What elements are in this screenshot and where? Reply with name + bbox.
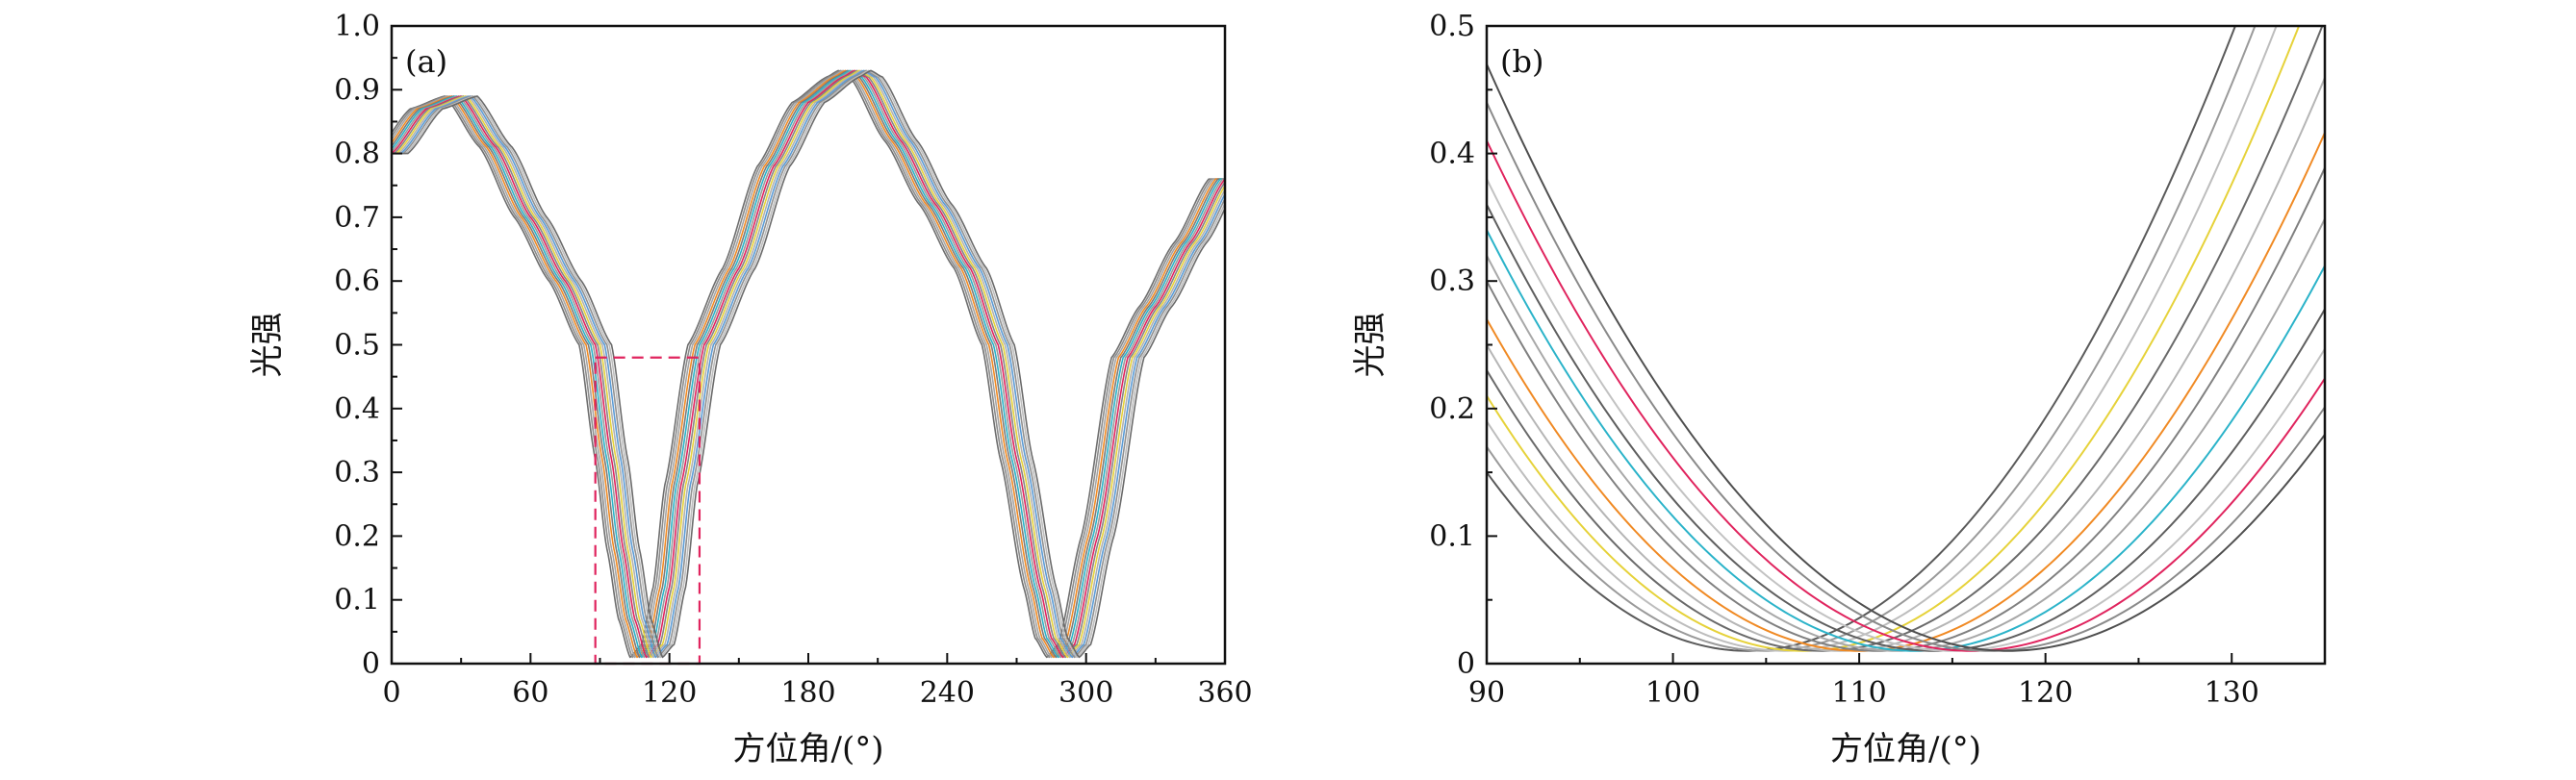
panel-a-x-tick-label: 60 — [512, 676, 548, 710]
panel-b-series-line — [1487, 63, 2325, 652]
panel-b-series-line — [1487, 102, 2325, 652]
panel-b-series-line — [1487, 178, 2325, 652]
chart-panel-b: 90 100 110 120 130 0 0.1 0.2 0.3 0.4 0.5 (b) 方位角/… — [1351, 10, 2327, 768]
panel-a-x-tick-label: 180 — [780, 676, 835, 710]
panel-b-series-line — [1487, 26, 2324, 652]
panel-a-x-tick-label: 240 — [920, 676, 975, 710]
panel-b-x-tick-label: 120 — [2018, 676, 2073, 710]
panel-a-y-axis: 0 0.1 0.2 0.3 0.4 0.5 0.6 0.7 0.8 0.9 1.0 — [334, 10, 402, 681]
panel-a-series-line — [391, 69, 1225, 659]
panel-a-series-line — [392, 69, 1226, 659]
panel-a-series-line — [391, 69, 1225, 659]
panel-a-y-tick-label: 0.1 — [334, 584, 380, 617]
panel-b-plot-frame — [1485, 24, 2327, 666]
panel-b-x-tick-label: 90 — [1468, 676, 1505, 710]
panel-a-x-tick-label: 360 — [1197, 676, 1252, 710]
panel-a-series-line — [391, 69, 1226, 659]
panel-b-series-line — [1487, 77, 2325, 652]
panel-a-y-tick-label: 0.8 — [334, 138, 380, 171]
panel-b-x-axis: 90 100 110 120 130 — [1468, 653, 2259, 710]
panel-b-x-tick-label: 100 — [1645, 676, 1700, 710]
panel-b-series-line — [1487, 26, 2236, 652]
panel-a-y-tick-label: 0.9 — [334, 73, 380, 107]
panel-a-y-tick-label: 0.4 — [334, 392, 380, 426]
panel-a-y-tick-label: 1.0 — [334, 10, 380, 43]
panel-a-x-tick-label: 120 — [642, 676, 697, 710]
panel-a-series-group — [391, 69, 1226, 659]
panel-a-x-axis: 0 60 120 180 240 300 360 — [382, 653, 1253, 710]
panel-a-y-tick-label: 0.7 — [334, 201, 380, 235]
panel-a-series-line — [391, 69, 1225, 659]
panel-b-series-line — [1487, 26, 2257, 652]
panel-a-series-line — [392, 69, 1226, 659]
panel-b-series-line — [1487, 26, 2278, 652]
panel-a-x-tick-label: 300 — [1058, 676, 1113, 710]
panel-b-y-tick-label: 0.1 — [1429, 519, 1475, 553]
panel-a-series-line — [392, 69, 1226, 659]
panel-b-series-line — [1487, 204, 2325, 652]
panel-a-series-line — [391, 69, 1225, 659]
panel-a-y-tick-label: 0.2 — [334, 519, 380, 553]
panel-b-y-axis: 0 0.1 0.2 0.3 0.4 0.5 — [1429, 10, 1497, 681]
panel-a-y-tick-label: 0 — [362, 647, 380, 681]
panel-a-series-line — [392, 69, 1226, 659]
panel-a-series-line — [392, 69, 1226, 659]
panel-b-y-tick-label: 0.2 — [1429, 392, 1475, 426]
panel-a-series-line — [392, 69, 1226, 659]
panel-a-x-tick-label: 0 — [382, 676, 400, 710]
panel-b-x-tick-label: 110 — [1831, 676, 1886, 710]
panel-b-series-line — [1487, 167, 2325, 652]
panel-b-x-tick-label: 130 — [2205, 676, 2259, 710]
chart-panel-a: 0 60 120 180 240 300 360 0 0.1 0.2 0.3 0.4 0.5 0.6 0.… — [248, 10, 1253, 768]
panel-b-y-axis-label: 光强 — [1351, 313, 1390, 378]
panel-a-series-line — [391, 69, 1225, 659]
panel-a-x-axis-label: 方位角/(°) — [733, 730, 884, 768]
panel-b-y-tick-label: 0 — [1457, 647, 1475, 681]
panel-b-series-line — [1487, 26, 2301, 652]
panel-a-series-line — [391, 69, 1225, 659]
panel-b-x-axis-label: 方位角/(°) — [1830, 730, 1981, 768]
panel-a-y-tick-label: 0.6 — [334, 264, 380, 298]
panel-a-y-tick-label: 0.3 — [334, 456, 380, 490]
panel-a-y-tick-label: 0.5 — [334, 329, 380, 363]
panel-a-y-axis-label: 光强 — [248, 313, 287, 378]
panel-b-label: (b) — [1500, 43, 1543, 80]
panel-a-series-line — [391, 69, 1225, 659]
panel-b-y-tick-label: 0.4 — [1429, 138, 1475, 171]
panel-b-series-line — [1487, 229, 2325, 652]
panel-b-series-line — [1487, 139, 2325, 652]
panel-b-y-tick-label: 0.5 — [1429, 10, 1475, 43]
panel-b-y-tick-label: 0.3 — [1429, 264, 1475, 298]
panel-a-series-line — [392, 69, 1226, 659]
panel-a-label: (a) — [405, 43, 447, 80]
panel-b-series-group — [1487, 26, 2325, 652]
